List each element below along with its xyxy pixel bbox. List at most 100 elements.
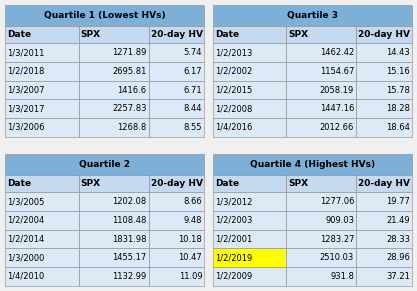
Bar [286, 249, 356, 267]
Bar [79, 62, 148, 81]
Bar [286, 230, 356, 249]
Text: 8.55: 8.55 [184, 123, 202, 132]
Bar [5, 26, 79, 43]
Bar [213, 154, 412, 175]
Text: SPX: SPX [81, 179, 101, 188]
Bar [5, 118, 79, 137]
Bar [148, 62, 204, 81]
Text: 9.48: 9.48 [184, 216, 202, 225]
Bar [356, 192, 412, 211]
Bar [286, 81, 356, 100]
Bar [213, 192, 286, 211]
Text: SPX: SPX [81, 30, 101, 39]
Text: 2012.66: 2012.66 [320, 123, 354, 132]
Bar [79, 43, 148, 62]
Bar [5, 267, 79, 286]
Text: Quartile 2: Quartile 2 [79, 160, 130, 169]
Bar [213, 100, 286, 118]
Text: 18.64: 18.64 [386, 123, 410, 132]
Text: 1/2/2001: 1/2/2001 [215, 235, 252, 244]
Text: 1271.89: 1271.89 [112, 48, 146, 57]
Text: 1268.8: 1268.8 [117, 123, 146, 132]
Text: 1/2/2019: 1/2/2019 [215, 253, 252, 262]
Text: 1/2/2018: 1/2/2018 [7, 67, 45, 76]
Bar [148, 267, 204, 286]
Text: 15.78: 15.78 [386, 86, 410, 95]
Text: 1455.17: 1455.17 [112, 253, 146, 262]
Bar [5, 249, 79, 267]
Bar [148, 211, 204, 230]
Bar [79, 118, 148, 137]
Bar [148, 43, 204, 62]
Bar [213, 175, 286, 192]
Bar [286, 26, 356, 43]
Text: 1/2/2009: 1/2/2009 [215, 272, 252, 281]
Text: Quartile 1 (Lowest HVs): Quartile 1 (Lowest HVs) [44, 11, 166, 20]
Text: 2695.81: 2695.81 [112, 67, 146, 76]
Bar [148, 118, 204, 137]
Text: Date: Date [7, 30, 31, 39]
Text: 1462.42: 1462.42 [320, 48, 354, 57]
Text: 20-day HV: 20-day HV [358, 179, 410, 188]
Bar [5, 192, 79, 211]
Bar [5, 43, 79, 62]
Text: 1/4/2010: 1/4/2010 [7, 272, 44, 281]
Bar [356, 43, 412, 62]
Text: Quartile 4 (Highest HVs): Quartile 4 (Highest HVs) [250, 160, 375, 169]
Bar [5, 154, 204, 175]
Bar [5, 230, 79, 249]
Text: Date: Date [215, 179, 239, 188]
Text: 6.17: 6.17 [183, 67, 202, 76]
Bar [148, 175, 204, 192]
Bar [79, 267, 148, 286]
Bar [356, 100, 412, 118]
Bar [356, 175, 412, 192]
Text: 20-day HV: 20-day HV [151, 30, 203, 39]
Text: 1/3/2005: 1/3/2005 [7, 197, 45, 206]
Text: 1108.48: 1108.48 [112, 216, 146, 225]
Text: 1447.16: 1447.16 [320, 104, 354, 113]
Bar [213, 62, 286, 81]
Bar [5, 81, 79, 100]
Text: 1/2/2003: 1/2/2003 [215, 216, 252, 225]
Bar [356, 249, 412, 267]
Bar [5, 175, 79, 192]
Text: SPX: SPX [289, 179, 309, 188]
Text: 1/2/2013: 1/2/2013 [215, 48, 252, 57]
Text: 1202.08: 1202.08 [112, 197, 146, 206]
Bar [356, 26, 412, 43]
Text: 1/3/2011: 1/3/2011 [7, 48, 45, 57]
Text: 8.44: 8.44 [184, 104, 202, 113]
Bar [356, 81, 412, 100]
Bar [213, 81, 286, 100]
Bar [356, 267, 412, 286]
Text: 10.18: 10.18 [178, 235, 202, 244]
Bar [79, 249, 148, 267]
Bar [213, 230, 286, 249]
Text: 21.49: 21.49 [386, 216, 410, 225]
Bar [148, 192, 204, 211]
Bar [5, 5, 204, 26]
Text: 1283.27: 1283.27 [319, 235, 354, 244]
Text: Date: Date [7, 179, 31, 188]
Bar [148, 26, 204, 43]
Bar [148, 100, 204, 118]
Text: 1/2/2002: 1/2/2002 [215, 67, 252, 76]
Text: 1/3/2007: 1/3/2007 [7, 86, 45, 95]
Text: 1831.98: 1831.98 [112, 235, 146, 244]
Bar [213, 5, 412, 26]
Text: 5.74: 5.74 [184, 48, 202, 57]
Text: 1/3/2012: 1/3/2012 [215, 197, 252, 206]
Text: 11.09: 11.09 [178, 272, 202, 281]
Text: 1/2/2008: 1/2/2008 [215, 104, 252, 113]
Bar [5, 62, 79, 81]
Text: 1/3/2006: 1/3/2006 [7, 123, 45, 132]
Bar [286, 192, 356, 211]
Text: 2058.19: 2058.19 [320, 86, 354, 95]
Bar [79, 230, 148, 249]
Bar [356, 62, 412, 81]
Text: 2257.83: 2257.83 [112, 104, 146, 113]
Bar [5, 100, 79, 118]
Bar [213, 43, 286, 62]
Bar [286, 118, 356, 137]
